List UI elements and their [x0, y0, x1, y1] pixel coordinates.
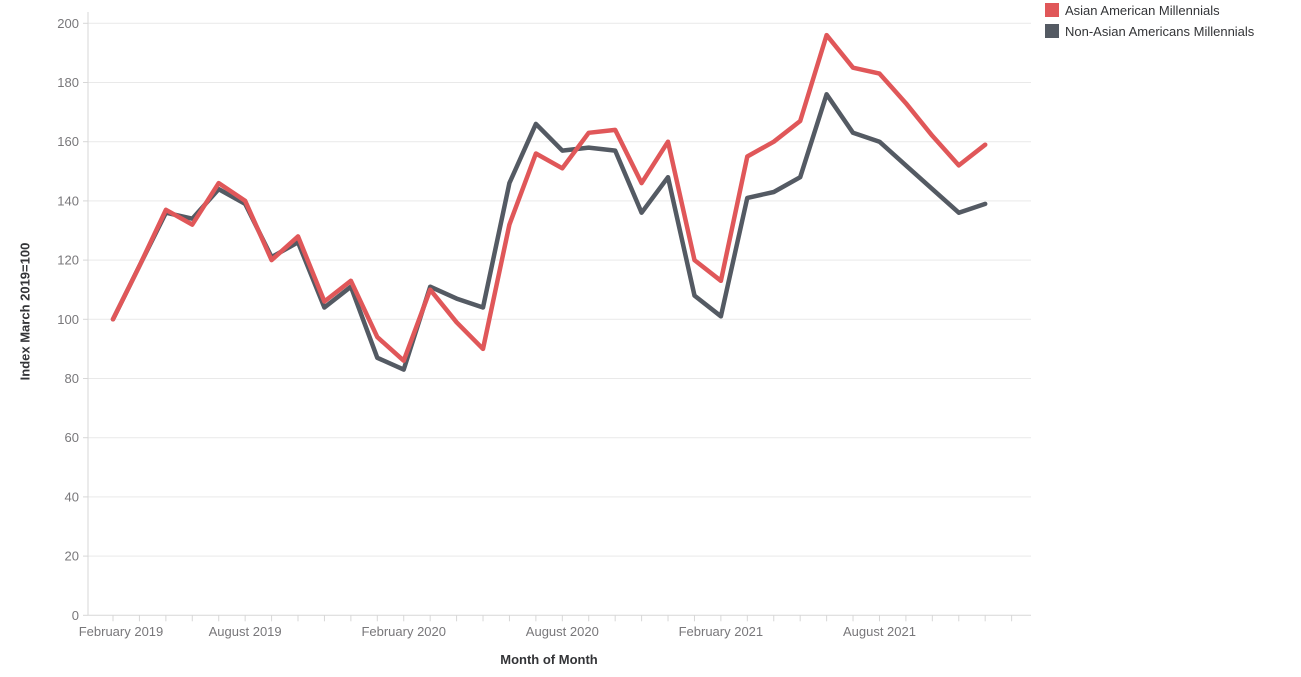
x-tick-label: August 2019 — [209, 624, 282, 639]
y-tick-label: 200 — [57, 16, 79, 31]
y-tick-label: 80 — [65, 371, 79, 386]
legend-label: Non-Asian Americans Millennials — [1065, 23, 1255, 39]
y-tick-label: 180 — [57, 75, 79, 90]
x-axis-title: Month of Month — [500, 652, 598, 667]
y-tick-label: 140 — [57, 193, 79, 208]
y-tick-label: 0 — [72, 608, 79, 623]
series-line-asian-american-millennials[interactable] — [110, 32, 988, 363]
legend-item-non-asian-americans-millennials[interactable]: Non-Asian Americans Millennials — [1045, 23, 1255, 39]
x-tick-label: February 2021 — [679, 624, 764, 639]
legend-swatch — [1045, 3, 1059, 17]
x-tick-label: February 2019 — [79, 624, 164, 639]
y-tick-label: 40 — [65, 489, 79, 504]
y-axis-title: Index March 2019=100 — [17, 242, 33, 381]
y-tick-label: 160 — [57, 134, 79, 149]
legend-swatch — [1045, 24, 1059, 38]
x-tick-label: August 2021 — [843, 624, 916, 639]
x-tick-label: February 2020 — [361, 624, 446, 639]
series-line-non-asian-americans-millennials[interactable] — [110, 92, 988, 372]
legend-item-asian-american-millennials[interactable]: Asian American Millennials — [1045, 2, 1254, 18]
y-tick-label: 100 — [57, 312, 79, 327]
y-tick-label: 20 — [65, 549, 79, 564]
y-tick-label: 60 — [65, 430, 79, 445]
legend-label: Asian American Millennials — [1065, 2, 1220, 18]
legend: Asian American Millennials Non-Asian Amer… — [1045, 3, 1254, 45]
x-tick-label: August 2020 — [526, 624, 599, 639]
y-tick-label: 120 — [57, 253, 79, 268]
